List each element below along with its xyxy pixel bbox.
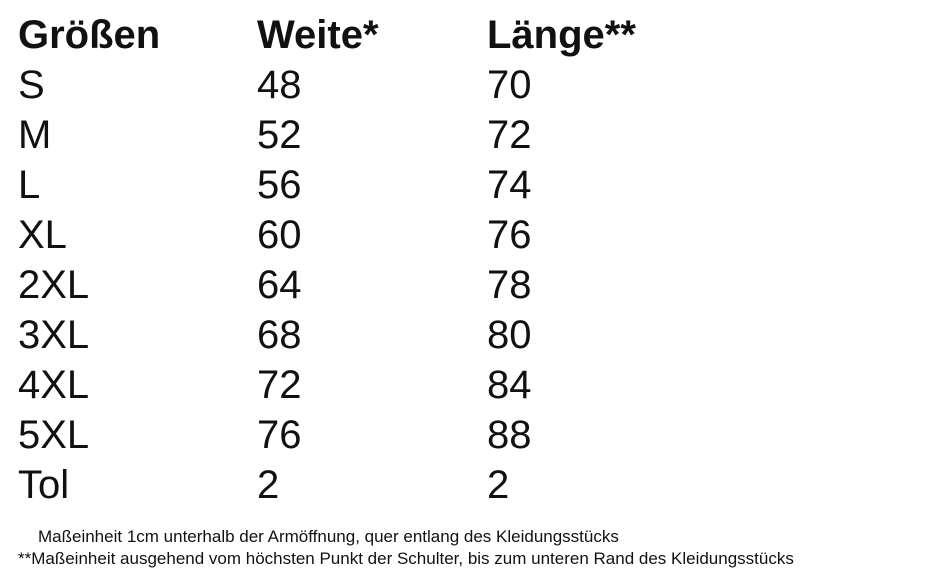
table-cell: 78 <box>487 263 532 307</box>
table-cell: 76 <box>257 413 302 457</box>
footnote: **Maßeinheit ausgehend vom höchsten Punk… <box>18 549 794 568</box>
size-label: 4XL <box>18 363 90 407</box>
column-header: Länge** <box>487 13 636 57</box>
table-cell: 68 <box>257 313 302 357</box>
table-cell: 2 <box>257 463 280 507</box>
table-cell: 2 <box>487 463 510 507</box>
table-cell: 80 <box>487 313 532 357</box>
size-label: 3XL <box>18 313 90 357</box>
size-label: 2XL <box>18 263 90 307</box>
table-cell: 64 <box>257 263 302 307</box>
size-label: L <box>18 163 41 207</box>
table-cell: 74 <box>487 163 532 207</box>
table-cell: 76 <box>487 213 532 257</box>
table-cell: 72 <box>487 113 532 157</box>
column-header: Weite* <box>257 13 379 57</box>
size-label: 5XL <box>18 413 90 457</box>
footnote: Maßeinheit 1cm unterhalb der Armöffnung,… <box>38 527 619 546</box>
size-label: M <box>18 113 52 157</box>
table-cell: 84 <box>487 363 532 407</box>
table-cell: 56 <box>257 163 302 207</box>
size-label: S <box>18 63 45 107</box>
column-header: Größen <box>18 13 161 57</box>
size-label: Tol <box>18 463 70 507</box>
table-cell: 60 <box>257 213 302 257</box>
table-cell: 72 <box>257 363 302 407</box>
size-label: XL <box>18 213 67 257</box>
table-cell: 88 <box>487 413 532 457</box>
table-cell: 48 <box>257 63 302 107</box>
table-cell: 70 <box>487 63 532 107</box>
table-cell: 52 <box>257 113 302 157</box>
